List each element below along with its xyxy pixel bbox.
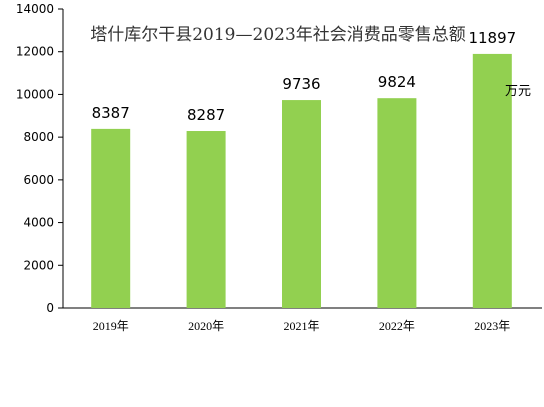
y-tick-label: 12000 [16, 45, 54, 59]
x-tick-label: 2019年 [93, 319, 129, 333]
y-axis-ticks: 0 2000 4000 6000 8000 10000 12000 14000 [16, 2, 63, 315]
data-labels: 8387 8287 9736 9824 11897 [92, 29, 517, 124]
x-axis-labels: 2019年 2020年 2021年 2022年 2023年 [93, 319, 511, 333]
data-label: 9824 [378, 73, 416, 91]
x-tick-label: 2021年 [283, 319, 319, 333]
y-tick-label: 14000 [16, 2, 54, 16]
x-tick-label: 2022年 [379, 319, 415, 333]
y-tick-label: 4000 [23, 216, 54, 230]
x-tick-label: 2020年 [188, 319, 224, 333]
data-label: 11897 [468, 29, 516, 47]
chart-title: 塔什库尔干县2019—2023年社会消费品零售总额 [90, 25, 466, 45]
y-tick-label: 0 [46, 301, 54, 315]
data-label: 8287 [187, 106, 225, 124]
bar-2020年 [186, 131, 226, 308]
y-tick-label: 6000 [23, 173, 54, 187]
data-label: 9736 [282, 75, 320, 93]
bar-2021年 [282, 100, 321, 308]
bar-2023年 [472, 53, 512, 309]
y-tick-label: 8000 [23, 130, 54, 144]
bar-2022年 [377, 98, 417, 308]
data-label: 8387 [92, 104, 130, 122]
unit-label: 万元 [505, 84, 531, 99]
x-tick-label: 2023年 [474, 319, 510, 333]
y-tick-label: 10000 [16, 87, 54, 101]
y-tick-label: 2000 [23, 258, 54, 272]
bar-2019年 [91, 128, 131, 308]
bars [91, 53, 512, 309]
